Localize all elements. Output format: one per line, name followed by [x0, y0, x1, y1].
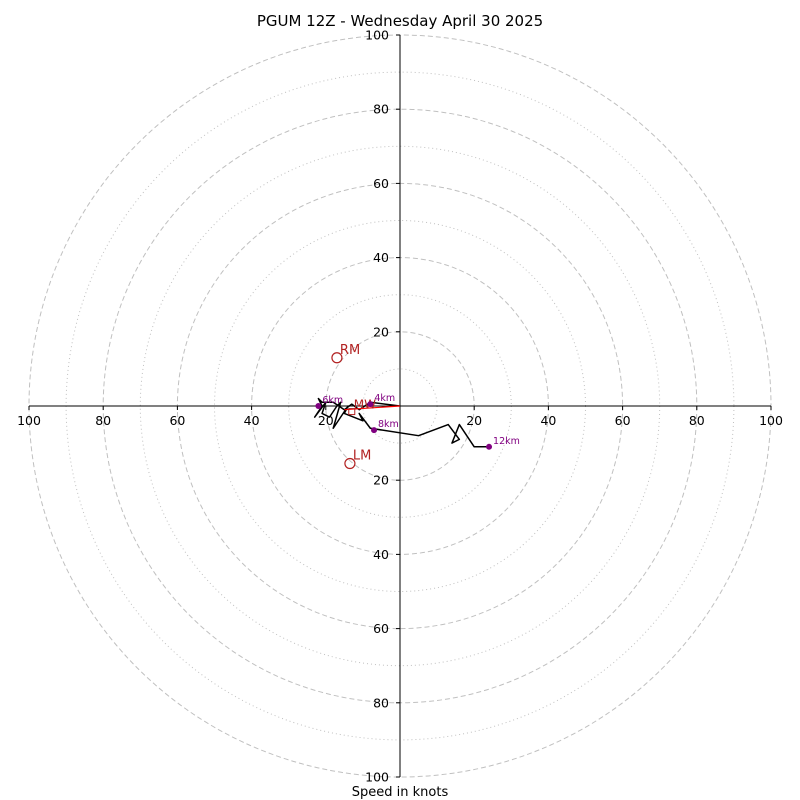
wind-trace	[313, 397, 490, 448]
shear-line	[344, 405, 401, 411]
height-marker-label: 8km	[378, 419, 399, 430]
y-tick-label: 40	[373, 547, 389, 562]
x-tick-label: 100	[17, 413, 41, 428]
x-tick-label: 40	[244, 413, 260, 428]
storm-motion-marker	[331, 352, 343, 364]
y-tick-label: 20	[373, 473, 389, 488]
height-marker	[371, 427, 378, 434]
x-tick-label: 60	[169, 413, 185, 428]
y-tick-label: 20	[373, 324, 389, 339]
height-marker-label: 6km	[322, 395, 343, 406]
hodograph-trace	[313, 397, 490, 448]
chart-title: PGUM 12Z - Wednesday April 30 2025	[257, 12, 543, 30]
mean-wind-label: MW	[354, 398, 376, 412]
speed-ticks: 100 80 60 40 20 20 40 60 80 100100806040202040608…	[17, 28, 783, 785]
storm-motion-label: RM	[340, 343, 360, 358]
y-tick-label: 80	[373, 695, 389, 710]
height-marker	[367, 401, 374, 408]
height-marker-label: 4km	[374, 393, 395, 404]
x-tick-label: 80	[95, 413, 111, 428]
x-tick-label: 80	[689, 413, 705, 428]
y-tick-label: 100	[365, 770, 389, 785]
y-tick-label: 80	[373, 102, 389, 117]
mean-wind-marker	[348, 408, 356, 416]
height-marker	[486, 443, 493, 450]
y-tick-label: 40	[373, 250, 389, 265]
y-tick-label: 100	[365, 28, 389, 43]
height-marker-label: 12km	[493, 436, 520, 447]
x-tick-label: 20	[466, 413, 482, 428]
storm-motion-marker	[344, 457, 356, 470]
x-tick-label: 60	[615, 413, 631, 428]
x-tick-label: 100	[759, 413, 783, 428]
x-tick-label: 40	[540, 413, 556, 428]
storm-motion-label: LM	[353, 449, 371, 464]
y-tick-label: 60	[373, 176, 389, 191]
y-tick-label: 60	[373, 621, 389, 636]
x-axis-label: Speed in knots	[352, 785, 449, 800]
height-marker	[315, 403, 322, 409]
